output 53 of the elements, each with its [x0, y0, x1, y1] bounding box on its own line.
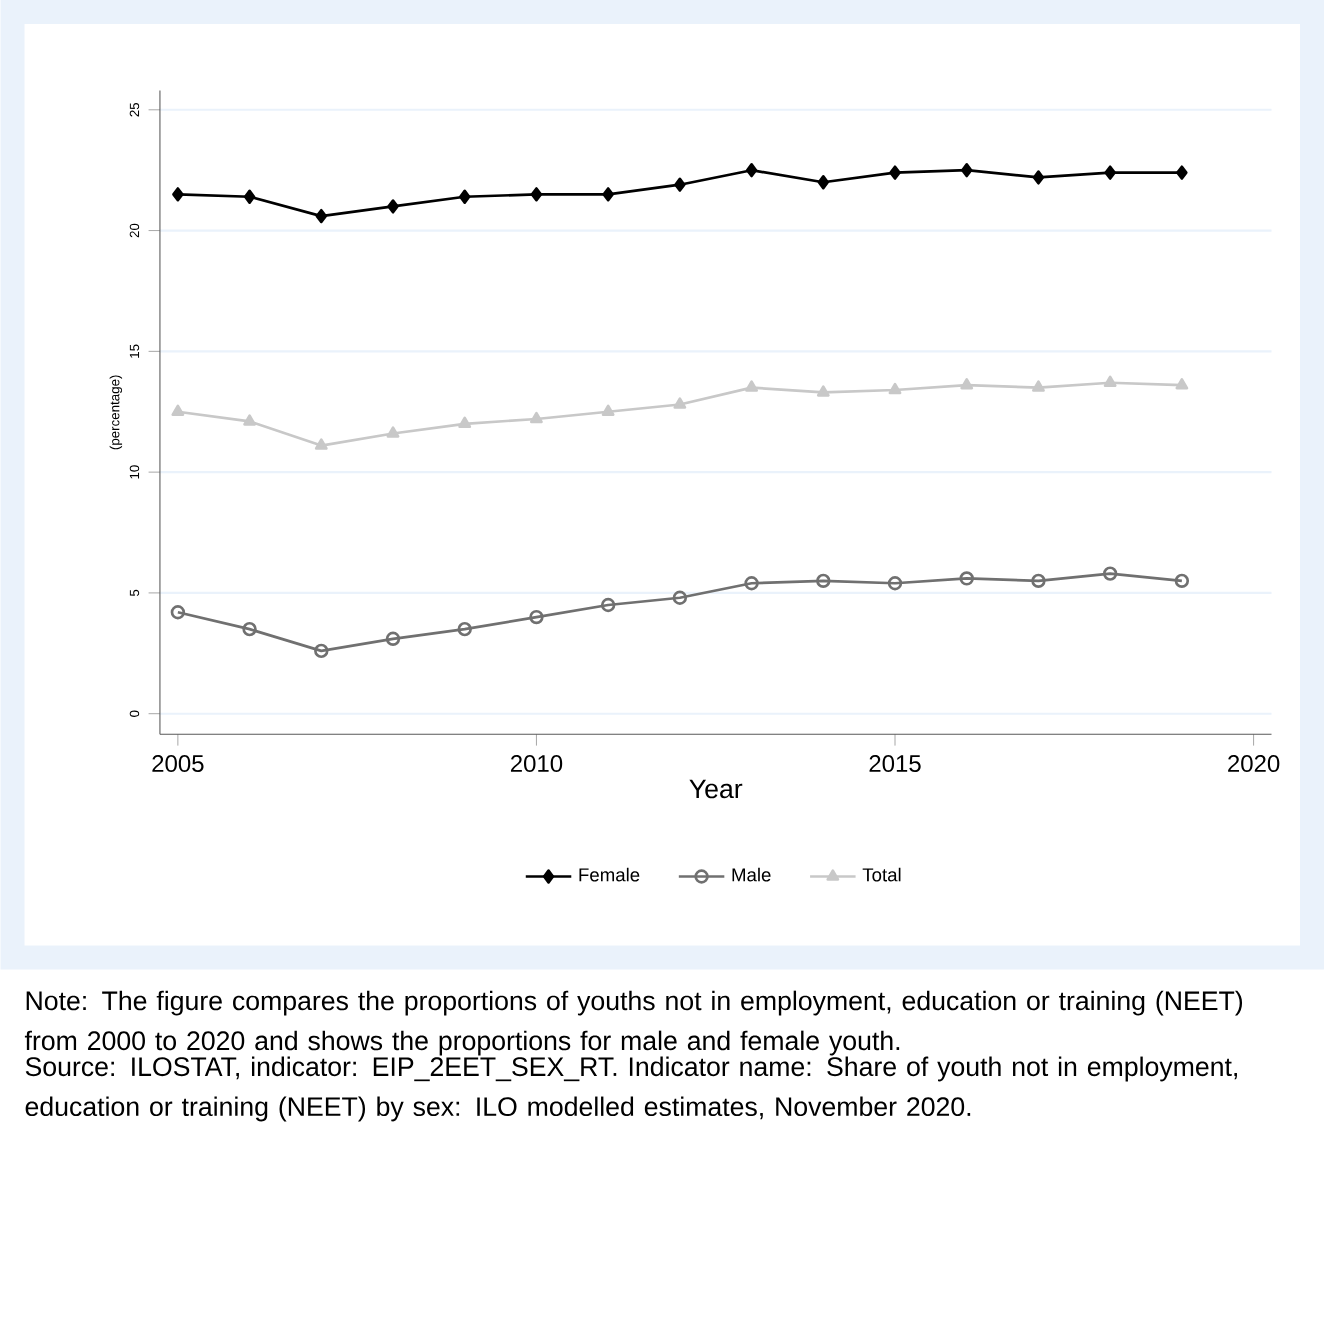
legend-label: Total: [862, 867, 901, 882]
point: [673, 397, 687, 409]
point: [602, 187, 614, 202]
point: [385, 631, 401, 647]
point: [672, 590, 688, 605]
point: [960, 162, 973, 178]
point: [171, 404, 185, 417]
point: [458, 189, 471, 204]
source-note: Source: ILOSTAT, indicator: EIP_2EET_SEX_RT. Indicator name: Share of youth not in employment, education or training (NEET) by sex: ILO modelled estimates, November 2020.: [25, 1056, 1237, 1122]
point: [458, 416, 472, 429]
point: [745, 162, 758, 178]
point: [387, 199, 399, 214]
point: [529, 609, 544, 625]
point: [243, 189, 256, 204]
point: [816, 385, 830, 397]
point: [242, 621, 257, 637]
legend-label: Female: [579, 867, 640, 882]
x-tick-label: 2010: [510, 755, 563, 773]
point: [817, 175, 830, 190]
point: [1175, 377, 1189, 390]
point: [1104, 165, 1116, 180]
point: [674, 177, 686, 192]
legend-label: Male: [732, 867, 771, 882]
point: [889, 165, 901, 180]
point: [1032, 380, 1045, 392]
text: Note: The figure compares the proportions of youths not in employment, education or training (NEET) from 2000 to 2020 and shows the proportions for male and female youth.: [24, 990, 1243, 1056]
point: [1176, 165, 1188, 180]
point: [600, 597, 616, 613]
point: [959, 571, 974, 586]
point: [172, 187, 184, 202]
point: [1103, 375, 1117, 388]
point: [960, 377, 974, 390]
point: [314, 643, 329, 659]
x-tick-label: 2005: [152, 755, 204, 773]
point: [457, 621, 472, 637]
x-axis-title: Year: [689, 779, 743, 799]
point: [315, 208, 328, 224]
x-tick-label: 2015: [869, 755, 921, 773]
point: [1031, 573, 1046, 589]
point: [530, 187, 543, 202]
point: [1102, 566, 1118, 581]
point: [530, 411, 543, 424]
point: [888, 382, 902, 395]
point: [816, 573, 831, 589]
point: [745, 380, 759, 392]
x-tick-label: 2020: [1228, 755, 1280, 773]
point: [314, 438, 328, 450]
point: [744, 576, 759, 591]
point: [601, 404, 615, 417]
point: [386, 426, 400, 438]
point: [1032, 170, 1045, 185]
point: [243, 414, 256, 426]
point: [887, 576, 903, 591]
